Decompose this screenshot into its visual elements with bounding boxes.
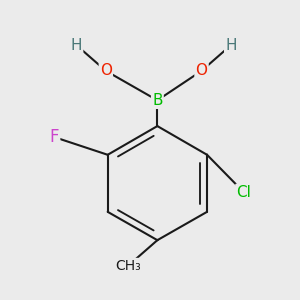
- Text: CH₃: CH₃: [115, 259, 141, 273]
- Text: O: O: [100, 63, 112, 78]
- Text: H: H: [225, 38, 237, 52]
- Text: H: H: [70, 38, 82, 52]
- Text: F: F: [50, 128, 59, 146]
- Text: B: B: [152, 93, 163, 108]
- Text: O: O: [196, 63, 208, 78]
- Text: Cl: Cl: [236, 185, 251, 200]
